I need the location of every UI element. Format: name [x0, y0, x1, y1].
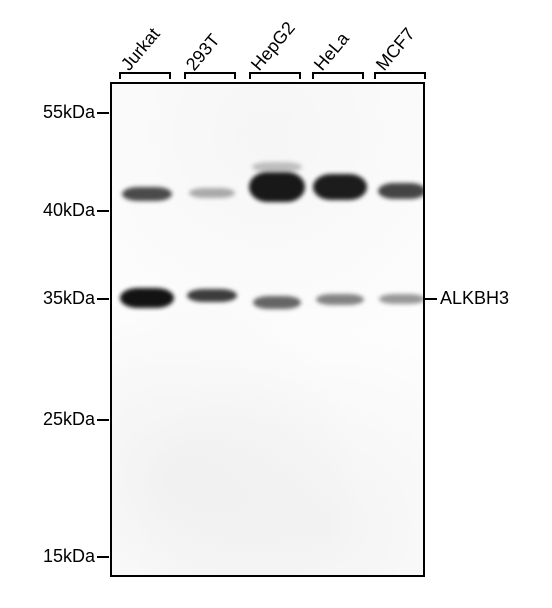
lane-label-hela: HeLa: [310, 29, 354, 75]
band: [316, 294, 364, 305]
mw-tick: [97, 419, 109, 421]
blot-noise: [112, 84, 423, 575]
blot-membrane: [110, 82, 425, 577]
lane-label-mcf7: MCF7: [372, 24, 420, 75]
lane-label-hepg2: HepG2: [247, 18, 300, 75]
mw-tick: [97, 298, 109, 300]
protein-tick: [425, 298, 437, 300]
mw-tick: [97, 210, 109, 212]
mw-label-40kDa: 40kDa: [0, 200, 95, 221]
mw-label-15kDa: 15kDa: [0, 546, 95, 567]
band: [187, 289, 237, 302]
band: [253, 296, 301, 309]
band: [252, 162, 302, 172]
band: [189, 188, 235, 198]
lane-label-293t: 293T: [182, 30, 224, 75]
band: [249, 172, 305, 202]
mw-label-55kDa: 55kDa: [0, 102, 95, 123]
protein-label: ALKBH3: [440, 288, 509, 309]
lane-label-jurkat: Jurkat: [117, 24, 165, 75]
lane-bracket: [184, 72, 236, 79]
band: [120, 288, 174, 308]
lane-bracket: [312, 72, 364, 79]
lane-bracket: [119, 72, 171, 79]
band: [313, 174, 367, 200]
mw-label-25kDa: 25kDa: [0, 409, 95, 430]
mw-label-35kDa: 35kDa: [0, 288, 95, 309]
mw-tick: [97, 112, 109, 114]
band: [378, 183, 425, 199]
band: [122, 187, 172, 201]
lane-bracket: [249, 72, 301, 79]
band: [379, 294, 425, 304]
lane-bracket: [374, 72, 426, 79]
mw-tick: [97, 556, 109, 558]
